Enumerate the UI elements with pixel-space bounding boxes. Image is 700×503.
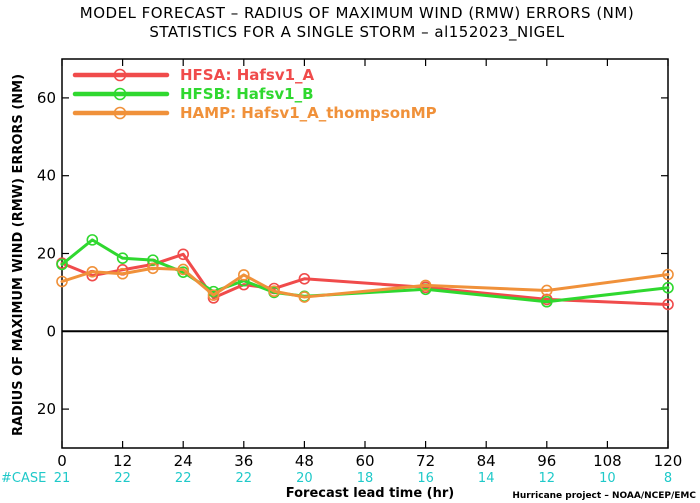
case-count: 8 [664, 471, 672, 486]
x-tick-label: 72 [416, 452, 435, 470]
data-point [147, 254, 159, 266]
case-count: 22 [175, 471, 192, 486]
chart-title: MODEL FORECAST – RADIUS OF MAXIMUM WIND … [80, 4, 634, 22]
data-point [298, 291, 311, 303]
data-point [56, 275, 68, 288]
y-axis-label: RADIUS OF MAXIMUM WIND (RMW) ERRORS (NM) [11, 74, 26, 436]
case-counts: 21 22 22 22 20 18 16 14 12 10 8 [54, 471, 672, 486]
case-count: 22 [236, 471, 253, 486]
legend-marker [113, 87, 127, 101]
x-axis-ticks: 0 12 24 36 48 60 72 84 96 108 120 [57, 59, 682, 470]
data-point [662, 298, 674, 311]
x-tick-label: 0 [57, 452, 67, 470]
case-count-label: #CASE [1, 471, 46, 486]
x-tick-label: 12 [113, 452, 132, 470]
credit-text: Hurricane project – NOAA/NCEP/EMC [512, 491, 696, 501]
data-point [147, 262, 159, 275]
series-2 [56, 262, 674, 303]
data-point [207, 289, 220, 301]
chart-subtitle: STATISTICS FOR A SINGLE STORM – al152023… [149, 23, 564, 42]
data-point [298, 272, 311, 285]
data-point [419, 279, 432, 292]
legend-entry-label: HAMP: Hafsv1_A_thompsonMP [180, 104, 437, 122]
case-count: 14 [478, 471, 495, 486]
case-count: 12 [539, 471, 556, 486]
legend-marker [113, 68, 127, 82]
data-point [540, 284, 553, 297]
legend-entry-label: HFSB: Hafsv1_B [180, 85, 314, 103]
x-tick-label: 60 [355, 452, 374, 470]
x-tick-label: 108 [593, 452, 622, 470]
data-point [116, 267, 129, 280]
y-axis-ticks: 20 0 20 40 60 [37, 89, 668, 418]
data-point [86, 234, 99, 246]
case-count: 21 [54, 471, 71, 486]
series-0 [56, 248, 674, 311]
legend-marker [113, 106, 127, 120]
data-point [116, 252, 129, 264]
data-point [662, 268, 674, 281]
data-point [268, 285, 280, 298]
y-tick-label: 60 [37, 89, 56, 107]
case-count: 22 [114, 471, 131, 486]
y-tick-label: 20 [37, 245, 56, 263]
case-count: 16 [417, 471, 434, 486]
series-layer [56, 234, 674, 311]
x-tick-label: 120 [654, 452, 683, 470]
case-count: 20 [296, 471, 313, 486]
case-count: 18 [357, 471, 374, 486]
x-tick-label: 24 [174, 452, 193, 470]
data-point [56, 258, 68, 271]
x-tick-label: 96 [537, 452, 556, 470]
y-tick-label: 40 [37, 167, 56, 185]
data-point [238, 269, 250, 281]
data-point [540, 295, 553, 308]
x-axis-label: Forecast lead time (hr) [286, 486, 454, 501]
data-point [177, 263, 189, 276]
data-point [177, 248, 189, 261]
case-count: 10 [599, 471, 616, 486]
legend-entry-label: HFSA: Hafsv1_A [180, 66, 315, 84]
x-tick-label: 48 [295, 452, 314, 470]
y-tick-label: 0 [46, 322, 56, 340]
x-tick-label: 84 [477, 452, 496, 470]
data-point [86, 265, 99, 278]
x-tick-label: 36 [234, 452, 253, 470]
data-point [662, 281, 674, 294]
y-tick-label: 20 [37, 400, 56, 418]
